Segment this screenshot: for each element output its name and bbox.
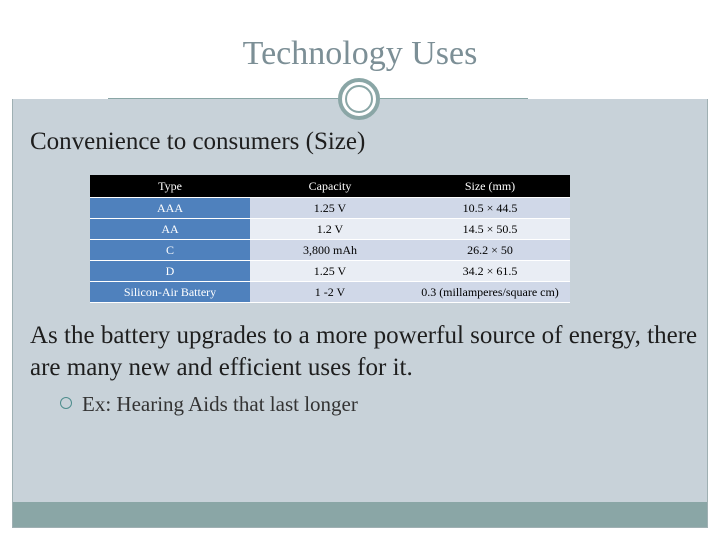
- circle-ornament-icon: [338, 78, 380, 120]
- title-divider-left: [108, 98, 338, 99]
- cell-type: D: [90, 260, 250, 282]
- cell-capacity: 1.25 V: [250, 197, 410, 219]
- cell-type: AA: [90, 218, 250, 240]
- cell-size: 34.2 × 61.5: [410, 260, 570, 282]
- cell-capacity: 1 -2 V: [250, 281, 410, 303]
- sub-bullet-text: Ex: Hearing Aids that last longer: [82, 392, 358, 416]
- header-capacity: Capacity: [250, 175, 410, 198]
- header-type: Type: [90, 175, 250, 198]
- cell-size: 10.5 × 44.5: [410, 197, 570, 219]
- title-divider-right: [380, 98, 528, 99]
- cell-size: 26.2 × 50: [410, 239, 570, 261]
- table-row: AA 1.2 V 14.5 × 50.5: [90, 218, 570, 240]
- bullet-convenience-text: Convenience to consumers (Size): [30, 128, 366, 155]
- sub-bullet-hearing-aids: Ex: Hearing Aids that last longer: [60, 390, 358, 418]
- cell-capacity: 3,800 mAh: [250, 239, 410, 261]
- bullet-convenience: Convenience to consumers (Size): [30, 126, 365, 158]
- table-row: D 1.25 V 34.2 × 61.5: [90, 260, 570, 282]
- cell-size: 0.3 (millamperes/square cm): [410, 281, 570, 303]
- cell-capacity: 1.25 V: [250, 260, 410, 282]
- footer-bar: [13, 502, 707, 527]
- table-header-row: Type Capacity Size (mm): [90, 175, 570, 198]
- ring-bullet-icon: [60, 397, 72, 409]
- cell-type: Silicon-Air Battery: [90, 281, 250, 303]
- header-size: Size (mm): [410, 175, 570, 198]
- battery-table: Type Capacity Size (mm) AAA 1.25 V 10.5 …: [90, 175, 570, 303]
- cell-size: 14.5 × 50.5: [410, 218, 570, 240]
- bullet-uses: As the battery upgrades to a more powerf…: [30, 320, 702, 384]
- table-row: Silicon-Air Battery 1 -2 V 0.3 (millampe…: [90, 281, 570, 303]
- table-row: AAA 1.25 V 10.5 × 44.5: [90, 197, 570, 219]
- table-row: C 3,800 mAh 26.2 × 50: [90, 239, 570, 261]
- bullet-uses-text: As the battery upgrades to a more powerf…: [30, 322, 698, 381]
- cell-type: AAA: [90, 197, 250, 219]
- cell-type: C: [90, 239, 250, 261]
- cell-capacity: 1.2 V: [250, 218, 410, 240]
- slide-title: Technology Uses: [242, 35, 478, 72]
